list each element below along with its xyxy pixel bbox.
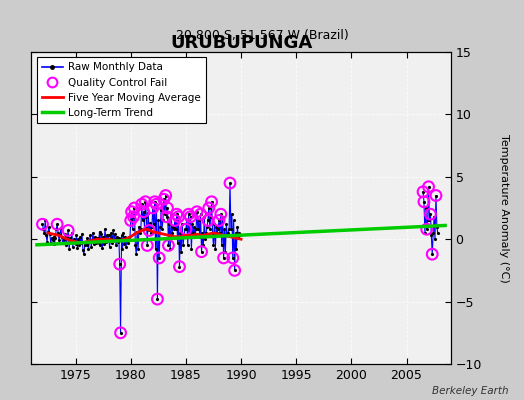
Point <box>64 227 72 234</box>
Point <box>143 242 151 249</box>
Point <box>432 192 440 199</box>
Title: URUBUPUNGA: URUBUPUNGA <box>170 34 312 52</box>
Point <box>172 211 181 218</box>
Text: 20.800 S, 51.567 W (Brazil): 20.800 S, 51.567 W (Brazil) <box>176 29 348 42</box>
Point <box>152 201 161 208</box>
Point <box>129 214 138 220</box>
Point <box>193 208 201 215</box>
Point <box>171 217 179 224</box>
Point <box>428 251 436 257</box>
Point <box>176 264 184 270</box>
Point <box>138 201 146 208</box>
Point <box>419 188 427 195</box>
Point <box>161 192 170 199</box>
Point <box>141 198 149 205</box>
Point <box>198 248 206 255</box>
Point <box>149 205 157 211</box>
Point <box>205 205 213 211</box>
Point <box>127 208 136 215</box>
Point <box>228 255 237 261</box>
Legend: Raw Monthly Data, Quality Control Fail, Five Year Moving Average, Long-Term Tren: Raw Monthly Data, Quality Control Fail, … <box>37 57 206 123</box>
Point <box>153 296 161 302</box>
Point <box>126 217 135 224</box>
Point <box>216 211 225 218</box>
Point <box>130 205 138 211</box>
Point <box>220 255 228 261</box>
Point <box>420 198 428 205</box>
Point <box>182 226 190 232</box>
Point <box>215 217 223 224</box>
Point <box>163 205 172 211</box>
Point <box>208 198 216 205</box>
Point <box>164 242 172 249</box>
Point <box>204 217 212 224</box>
Point <box>424 184 433 190</box>
Point <box>139 208 148 215</box>
Point <box>174 214 183 220</box>
Point <box>196 211 205 218</box>
Point <box>160 196 168 202</box>
Point <box>115 261 124 267</box>
Point <box>187 214 195 220</box>
Point <box>150 198 159 205</box>
Point <box>38 221 47 228</box>
Point <box>184 211 193 218</box>
Point <box>53 221 61 228</box>
Point <box>231 267 239 274</box>
Text: Berkeley Earth: Berkeley Earth <box>432 386 508 396</box>
Point <box>422 226 431 232</box>
Point <box>155 255 163 261</box>
Point <box>426 211 434 218</box>
Point <box>162 214 171 220</box>
Y-axis label: Temperature Anomaly (°C): Temperature Anomaly (°C) <box>498 134 509 282</box>
Point <box>116 330 125 336</box>
Point <box>226 180 234 186</box>
Point <box>145 227 154 234</box>
